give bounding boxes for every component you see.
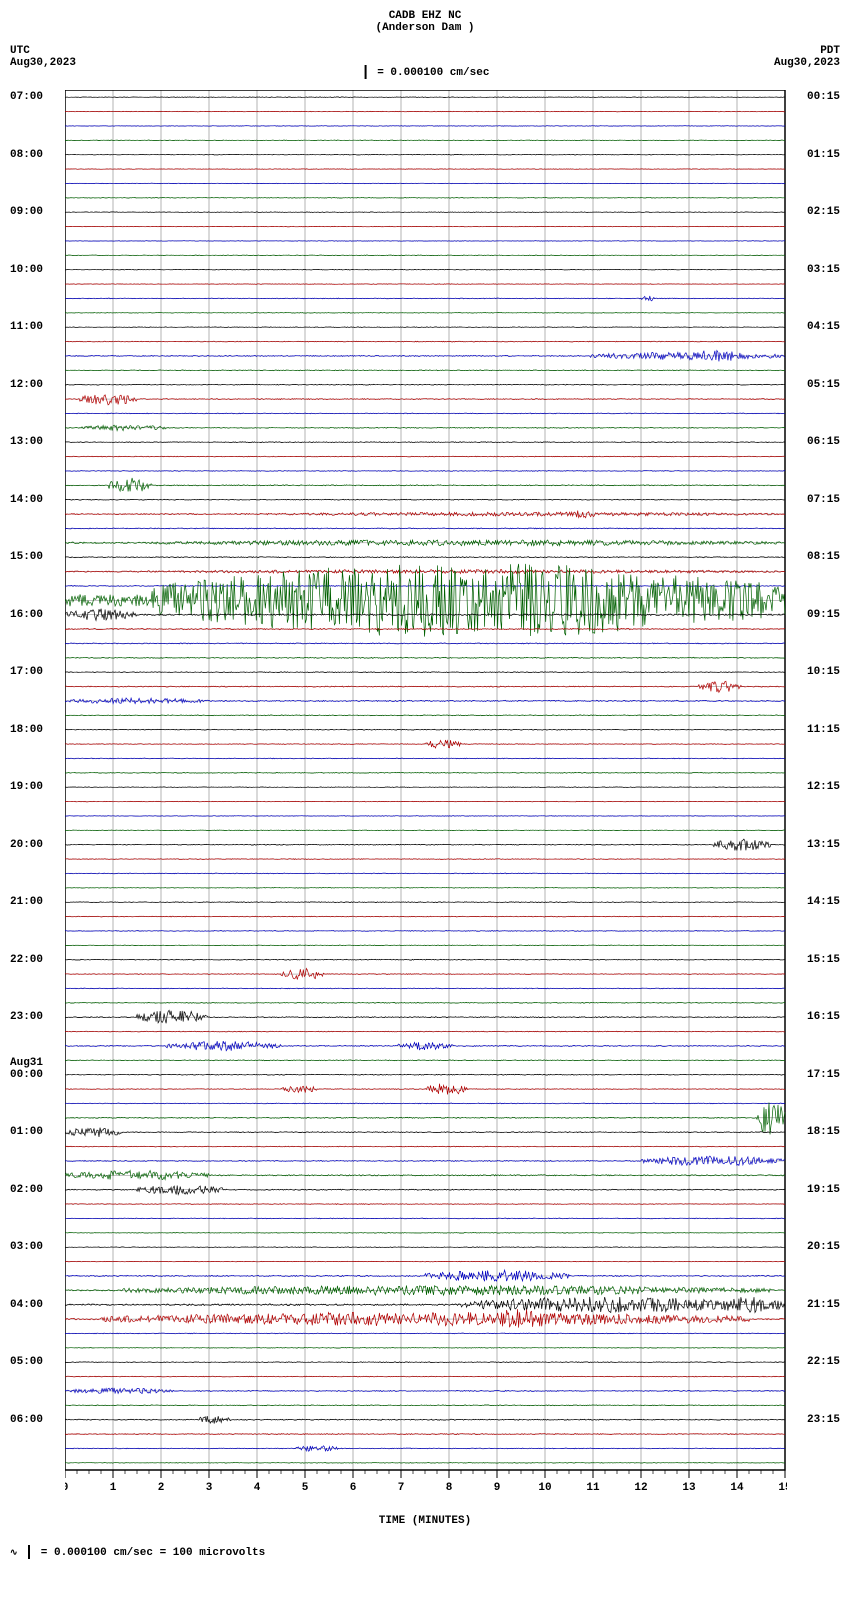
left-hour-label: 04:00 bbox=[10, 1299, 43, 1311]
left-tz: UTC bbox=[10, 45, 76, 57]
scale-bar-icon bbox=[365, 65, 367, 79]
right-hour-label: 18:15 bbox=[807, 1126, 840, 1138]
left-hour-label: 17:00 bbox=[10, 666, 43, 678]
footer-scale-bar-icon bbox=[28, 1545, 30, 1559]
svg-text:9: 9 bbox=[494, 1482, 501, 1494]
left-tz-block: UTC Aug30,2023 bbox=[10, 45, 76, 69]
left-hour-label: 12:00 bbox=[10, 379, 43, 391]
right-hour-label: 09:15 bbox=[807, 609, 840, 621]
svg-text:2: 2 bbox=[158, 1482, 165, 1494]
scale-text: = 0.000100 cm/sec bbox=[377, 67, 489, 79]
left-hour-label: 07:00 bbox=[10, 91, 43, 103]
right-hour-label: 03:15 bbox=[807, 264, 840, 276]
svg-text:15: 15 bbox=[778, 1482, 787, 1494]
right-hour-label: 16:15 bbox=[807, 1011, 840, 1023]
seismogram-container: CADB EHZ NC (Anderson Dam ) UTC Aug30,20… bbox=[10, 10, 840, 1559]
svg-text:7: 7 bbox=[398, 1482, 405, 1494]
left-hour-label: 23:00 bbox=[10, 1011, 43, 1023]
svg-text:3: 3 bbox=[206, 1482, 213, 1494]
left-date: Aug30,2023 bbox=[10, 57, 76, 69]
right-hour-label: 11:15 bbox=[807, 724, 840, 736]
left-hour-label: 08:00 bbox=[10, 149, 43, 161]
left-hour-label: 20:00 bbox=[10, 839, 43, 851]
left-date-marker: Aug31 bbox=[10, 1057, 43, 1069]
svg-text:11: 11 bbox=[586, 1482, 600, 1494]
svg-text:10: 10 bbox=[538, 1482, 551, 1494]
left-hour-label: 14:00 bbox=[10, 494, 43, 506]
header: CADB EHZ NC (Anderson Dam ) UTC Aug30,20… bbox=[10, 10, 840, 90]
footer-prefix: ∿ bbox=[10, 1548, 18, 1558]
left-hour-label: 01:00 bbox=[10, 1126, 43, 1138]
footer: ∿ = 0.000100 cm/sec = 100 microvolts bbox=[10, 1545, 840, 1559]
left-hour-label: 15:00 bbox=[10, 551, 43, 563]
right-hour-label: 10:15 bbox=[807, 666, 840, 678]
title-block: CADB EHZ NC (Anderson Dam ) bbox=[375, 10, 474, 34]
station-code: CADB EHZ NC bbox=[375, 10, 474, 22]
station-name: (Anderson Dam ) bbox=[375, 22, 474, 34]
right-hour-label: 06:15 bbox=[807, 436, 840, 448]
left-hour-label: 22:00 bbox=[10, 954, 43, 966]
seismogram-svg: 0123456789101112131415 bbox=[65, 90, 787, 1502]
scale-note: = 0.000100 cm/sec bbox=[361, 65, 490, 79]
xaxis-label: TIME (MINUTES) bbox=[65, 1515, 785, 1527]
right-hour-label: 07:15 bbox=[807, 494, 840, 506]
plot-area: 07:00 08:00 09:00 10:00 11:00 12:00 13:00 14:00… bbox=[10, 90, 840, 1510]
right-hour-label: 13:15 bbox=[807, 839, 840, 851]
left-hour-label: 16:00 bbox=[10, 609, 43, 621]
left-hour-label: 21:00 bbox=[10, 896, 43, 908]
right-hour-label: 14:15 bbox=[807, 896, 840, 908]
left-hour-label: 19:00 bbox=[10, 781, 43, 793]
left-hour-label: 05:00 bbox=[10, 1356, 43, 1368]
right-hour-label: 08:15 bbox=[807, 551, 840, 563]
left-hour-label: 18:00 bbox=[10, 724, 43, 736]
svg-text:13: 13 bbox=[682, 1482, 696, 1494]
svg-text:0: 0 bbox=[65, 1482, 68, 1494]
right-hour-label: 19:15 bbox=[807, 1184, 840, 1196]
right-tz-block: PDT Aug30,2023 bbox=[774, 45, 840, 69]
svg-text:8: 8 bbox=[446, 1482, 453, 1494]
svg-text:6: 6 bbox=[350, 1482, 357, 1494]
svg-text:12: 12 bbox=[634, 1482, 647, 1494]
left-hour-label: 13:00 bbox=[10, 436, 43, 448]
right-hour-label: 12:15 bbox=[807, 781, 840, 793]
footer-text: = 0.000100 cm/sec = 100 microvolts bbox=[41, 1547, 265, 1559]
svg-text:14: 14 bbox=[730, 1482, 744, 1494]
left-hour-label: 00:00 bbox=[10, 1069, 43, 1081]
right-tz: PDT bbox=[774, 45, 840, 57]
left-hour-label: 02:00 bbox=[10, 1184, 43, 1196]
left-hour-label: 09:00 bbox=[10, 206, 43, 218]
right-date: Aug30,2023 bbox=[774, 57, 840, 69]
svg-text:1: 1 bbox=[110, 1482, 117, 1494]
right-hour-label: 21:15 bbox=[807, 1299, 840, 1311]
right-hour-label: 04:15 bbox=[807, 321, 840, 333]
left-hour-label: 03:00 bbox=[10, 1241, 43, 1253]
right-hour-label: 15:15 bbox=[807, 954, 840, 966]
right-hour-label: 05:15 bbox=[807, 379, 840, 391]
svg-text:5: 5 bbox=[302, 1482, 309, 1494]
left-hour-label: 11:00 bbox=[10, 321, 43, 333]
right-hour-label: 22:15 bbox=[807, 1356, 840, 1368]
right-hour-label: 01:15 bbox=[807, 149, 840, 161]
right-hour-label: 02:15 bbox=[807, 206, 840, 218]
left-hour-label: 06:00 bbox=[10, 1414, 43, 1426]
right-hour-label: 20:15 bbox=[807, 1241, 840, 1253]
right-hour-label: 17:15 bbox=[807, 1069, 840, 1081]
right-hour-label: 23:15 bbox=[807, 1414, 840, 1426]
right-hour-label: 00:15 bbox=[807, 91, 840, 103]
left-hour-label: 10:00 bbox=[10, 264, 43, 276]
svg-text:4: 4 bbox=[254, 1482, 261, 1494]
